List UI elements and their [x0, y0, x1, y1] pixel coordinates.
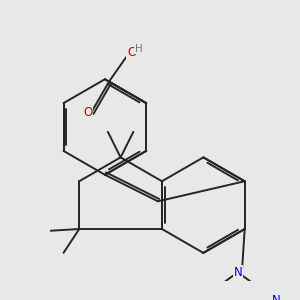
Text: H: H [135, 44, 142, 54]
Text: O: O [83, 106, 93, 119]
Text: N: N [233, 266, 242, 279]
Text: O: O [127, 46, 136, 59]
Text: N: N [272, 294, 281, 300]
